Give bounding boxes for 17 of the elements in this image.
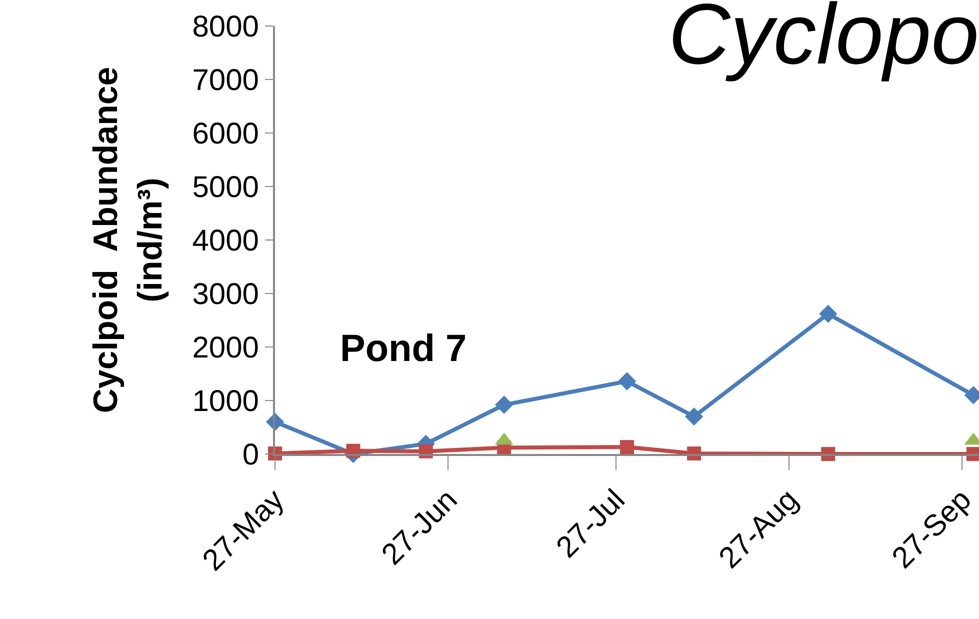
y-tick-label: 8000 — [192, 10, 259, 44]
point — [684, 407, 704, 426]
y-tick-label: 1000 — [192, 385, 259, 418]
chart-title: Cyclopo — [668, 0, 979, 82]
point — [494, 396, 514, 414]
y-tick-label: 0 — [242, 438, 259, 472]
point — [819, 304, 838, 323]
point — [618, 372, 636, 390]
y-axis-title: Cyclpoid Abundance (ind/m³) — [87, 66, 170, 414]
y-tick-label: 6000 — [192, 118, 259, 150]
y-tick-label: 2000 — [192, 332, 259, 364]
y-tick-label: 7000 — [192, 64, 259, 97]
y-tick-label: 3000 — [192, 278, 259, 311]
point — [620, 440, 634, 454]
y-tick-label: 4000 — [192, 224, 259, 258]
annotation: Pond 7 — [340, 328, 467, 370]
y-tick-label: 5000 — [192, 171, 259, 204]
